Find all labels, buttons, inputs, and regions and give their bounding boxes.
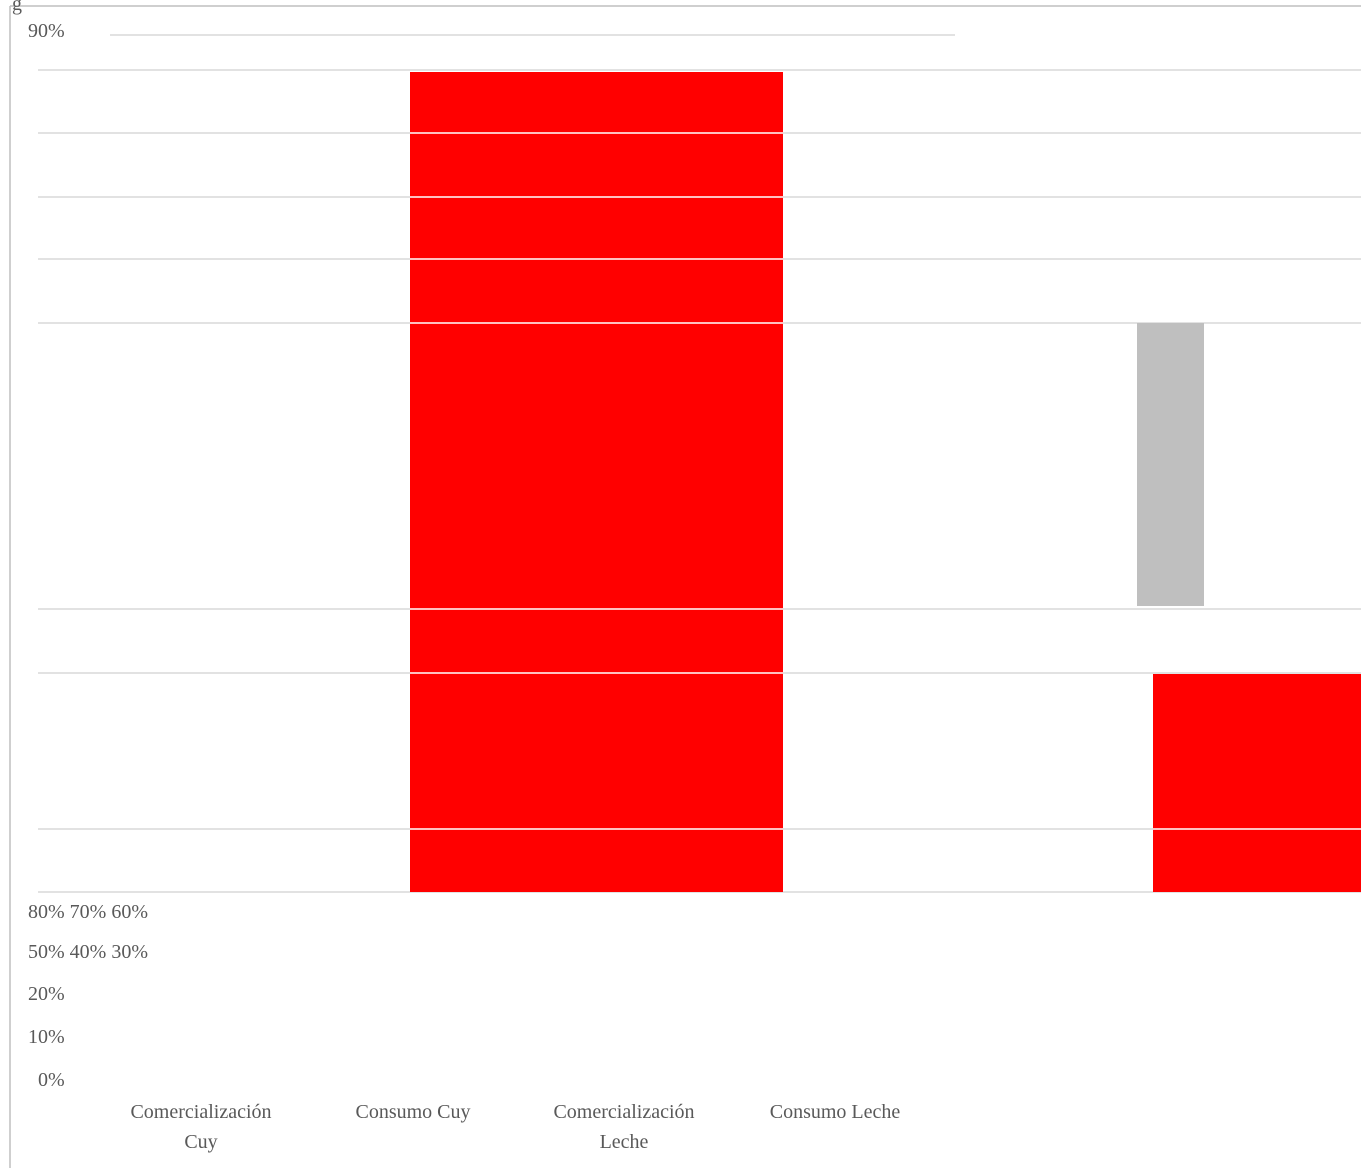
header-fragment: g — [12, 0, 22, 15]
tick-label: 10% — [28, 1026, 65, 1048]
tick-label: 20% — [28, 983, 65, 1005]
bar-gridlines — [410, 132, 1361, 830]
red-bar — [1153, 674, 1361, 892]
tick-label: 90% — [28, 20, 65, 42]
category-label: Consumo Cuy — [355, 1101, 470, 1123]
category-label: Cuy — [184, 1131, 217, 1153]
tick-label: 0% — [38, 1069, 65, 1091]
category-label: Leche — [600, 1131, 649, 1153]
category-label: Comercialización — [130, 1101, 271, 1123]
category-label: Comercialización — [553, 1101, 694, 1123]
tick-label: 50% 40% 30% — [28, 941, 148, 963]
gray-bar — [1137, 323, 1204, 606]
category-label: Consumo Leche — [770, 1101, 901, 1123]
red-bar — [410, 72, 783, 892]
tick-label: 80% 70% 60% — [28, 901, 148, 923]
